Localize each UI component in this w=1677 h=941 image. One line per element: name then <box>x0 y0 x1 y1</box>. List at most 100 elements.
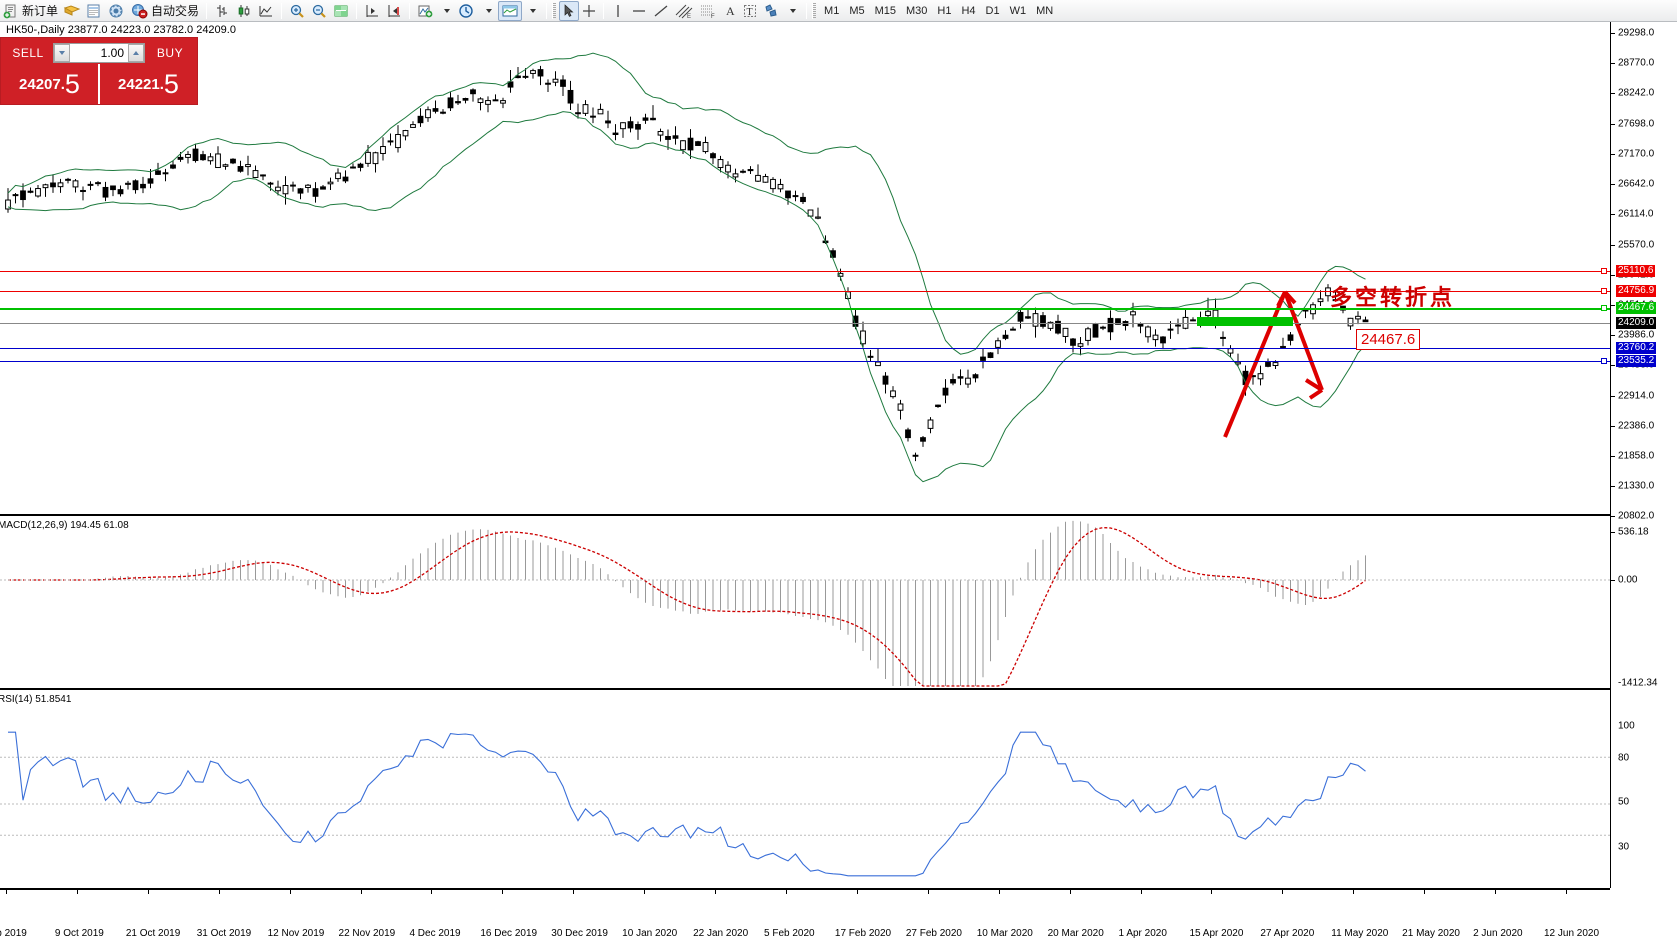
axis-tick <box>1611 426 1615 428</box>
crosshair-icon[interactable] <box>579 1 599 21</box>
price-level-line[interactable] <box>0 360 1610 362</box>
profiles-icon[interactable] <box>61 1 83 21</box>
shapes-dropdown-caret[interactable] <box>782 1 802 21</box>
auto-scroll-icon[interactable] <box>383 1 405 21</box>
timeframe-button[interactable]: M15 <box>874 4 896 17</box>
price-level-handle[interactable] <box>1601 288 1607 295</box>
indicators-icon[interactable] <box>414 1 436 21</box>
date-tick-label: 11 May 2020 <box>1331 928 1389 939</box>
date-tick-label: 27 Feb 2020 <box>905 928 962 939</box>
rsi-canvas <box>0 731 1610 877</box>
shapes-icon[interactable] <box>760 1 782 21</box>
timeframe-button[interactable]: M5 <box>849 4 865 17</box>
date-tick <box>218 890 220 894</box>
sell-price-fraction: 5 <box>64 68 80 99</box>
price-level-handle[interactable] <box>1601 268 1607 275</box>
price-level-tag[interactable]: 24209.0 <box>1616 316 1657 329</box>
rsi-pane[interactable]: RSI(14) 51.8541 <box>0 692 1610 888</box>
axis-tick-label: 27698.0 <box>1618 118 1655 130</box>
chart-container[interactable]: 多空转折点 24467.6 MACD(12,26,9) 194.45 61.08… <box>0 22 1677 941</box>
timeframe-button[interactable]: H4 <box>961 4 976 17</box>
timeframe-button[interactable]: W1 <box>1009 4 1027 17</box>
timeframe-button[interactable]: D1 <box>985 4 1000 17</box>
equidistant-channel-icon[interactable]: E <box>672 1 696 21</box>
volume-increase-button[interactable] <box>128 43 144 62</box>
buy-price-integer: 24221 <box>118 75 160 93</box>
fibonacci-icon[interactable]: F <box>696 1 720 21</box>
auto-trading-button[interactable]: 自动交易 <box>127 1 202 21</box>
line-chart-icon[interactable] <box>255 1 277 21</box>
trade-panel-controls: SELL 1.00 BUY <box>1 38 197 64</box>
axis-tick-label: 23986.0 <box>1618 329 1655 341</box>
sell-price-integer: 24207 <box>19 75 61 93</box>
axis-tick-label: 0.00 <box>1618 574 1638 586</box>
price-level-tag[interactable]: 23760.2 <box>1616 341 1657 354</box>
symbol-info-line: HK50-,Daily 23877.0 24223.0 23782.0 2420… <box>6 24 236 36</box>
toolbar-grip[interactable] <box>552 2 557 19</box>
axis-tick-label: 21330.0 <box>1618 480 1655 492</box>
price-level-tag[interactable]: 24756.9 <box>1616 285 1657 298</box>
axis-tick <box>1611 184 1615 186</box>
cursor-icon[interactable] <box>559 0 580 21</box>
axis-tick-label: 28770.0 <box>1618 57 1655 69</box>
period-icon[interactable] <box>456 1 478 21</box>
date-axis[interactable]: Sep 2019 9 Oct 2019 21 Oct 2019 31 Oct 2019… <box>0 888 1610 941</box>
templates-icon[interactable] <box>498 0 523 21</box>
price-level-line[interactable] <box>0 271 1610 273</box>
zoom-out-icon[interactable] <box>308 1 330 21</box>
date-tick-label: 9 Oct 2019 <box>54 928 104 939</box>
timeframe-button[interactable]: MN <box>1036 4 1054 17</box>
market-watch-icon[interactable] <box>83 1 105 21</box>
zoom-in-icon[interactable] <box>286 1 308 21</box>
candlestick-chart-icon[interactable] <box>233 1 255 21</box>
buy-price-fraction: 5 <box>163 68 179 99</box>
volume-decrease-button[interactable] <box>54 43 70 62</box>
price-level-tag[interactable]: 25110.6 <box>1616 265 1656 278</box>
axis-tick-label: 21858.0 <box>1618 450 1655 462</box>
axis-tick <box>1611 365 1615 367</box>
trade-panel-prices: 24207 . 5 24221 . 5 <box>1 64 197 104</box>
text-label-icon[interactable]: T <box>740 1 760 21</box>
axis-tick <box>1611 486 1615 487</box>
price-level-tag[interactable]: 24467.6 <box>1616 301 1657 314</box>
text-icon[interactable]: A <box>720 1 740 21</box>
svg-text:F: F <box>711 14 715 19</box>
sell-button[interactable]: 24207 . 5 <box>1 64 98 104</box>
price-level-line[interactable] <box>0 322 1610 324</box>
price-pane[interactable]: 多空转折点 24467.6 <box>0 22 1610 516</box>
date-tick <box>1282 890 1284 894</box>
axis-tick <box>1611 214 1615 216</box>
timeframe-button[interactable]: M1 <box>824 4 840 17</box>
price-axis[interactable]: 29298.0 28770.0 28242.0 27698.0 27170.0 26642… <box>1610 22 1677 888</box>
price-level-handle[interactable] <box>1601 304 1607 311</box>
volume-value[interactable]: 1.00 <box>100 45 124 60</box>
templates-dropdown-caret[interactable] <box>522 1 542 21</box>
price-level-tag[interactable]: 23535.2 <box>1616 354 1657 367</box>
trendline-icon[interactable] <box>650 1 672 21</box>
toolbar-grip[interactable] <box>812 2 817 19</box>
vertical-line-icon[interactable] <box>608 1 628 21</box>
date-tick-label: 10 Jan 2020 <box>622 928 678 939</box>
indicators-dropdown-caret[interactable] <box>436 1 456 21</box>
buy-label: BUY <box>156 45 184 60</box>
volume-stepper[interactable]: 1.00 <box>53 42 145 63</box>
macd-pane[interactable]: MACD(12,26,9) 194.45 61.08 <box>0 518 1610 690</box>
data-window-icon[interactable] <box>330 1 352 21</box>
bar-chart-icon[interactable] <box>211 1 233 21</box>
horizontal-line-icon[interactable] <box>628 1 650 21</box>
period-dropdown-caret[interactable] <box>478 1 498 21</box>
price-level-handle[interactable] <box>1601 357 1607 364</box>
buy-button[interactable]: 24221 . 5 <box>98 64 197 104</box>
axis-tick <box>1611 124 1615 126</box>
timeframe-button[interactable]: M30 <box>906 4 928 17</box>
axis-tick-label: 22386.0 <box>1618 420 1655 432</box>
axis-tick <box>1611 335 1615 337</box>
green-zone-marker <box>1197 317 1293 326</box>
date-tick-label: 22 Nov 2019 <box>338 928 396 939</box>
navigator-icon[interactable] <box>105 1 127 21</box>
axis-tick <box>1611 33 1615 35</box>
date-tick <box>360 890 362 894</box>
new-order-button[interactable]: 新订单 <box>0 1 61 21</box>
shift-end-icon[interactable] <box>361 1 383 21</box>
timeframe-button[interactable]: H1 <box>937 4 952 17</box>
